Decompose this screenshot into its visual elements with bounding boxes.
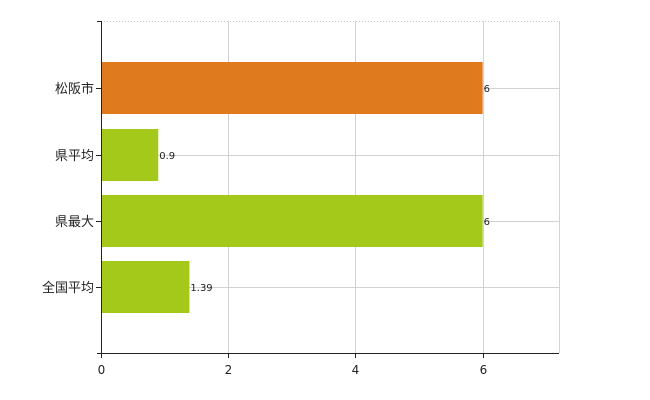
y-tick-label: 全国平均	[42, 280, 94, 296]
data-label: 0.9	[159, 151, 175, 162]
x-tick-label: 6	[480, 363, 488, 377]
data-label: 6	[484, 217, 490, 228]
x-tick-label: 0	[98, 363, 106, 377]
y-tick-label: 県平均	[55, 149, 94, 164]
data-label: 6	[484, 84, 490, 95]
bar	[101, 261, 190, 313]
bar	[101, 129, 159, 181]
data-label: 1.39	[190, 283, 212, 294]
bars	[101, 62, 483, 313]
x-tick-label: 4	[352, 363, 360, 377]
axes	[96, 21, 559, 358]
y-tick-label: 県最大	[55, 215, 94, 230]
x-tick-label: 2	[225, 363, 233, 377]
bar	[101, 62, 483, 114]
bar	[101, 195, 483, 247]
y-tick-label: 松阪市	[55, 81, 94, 97]
